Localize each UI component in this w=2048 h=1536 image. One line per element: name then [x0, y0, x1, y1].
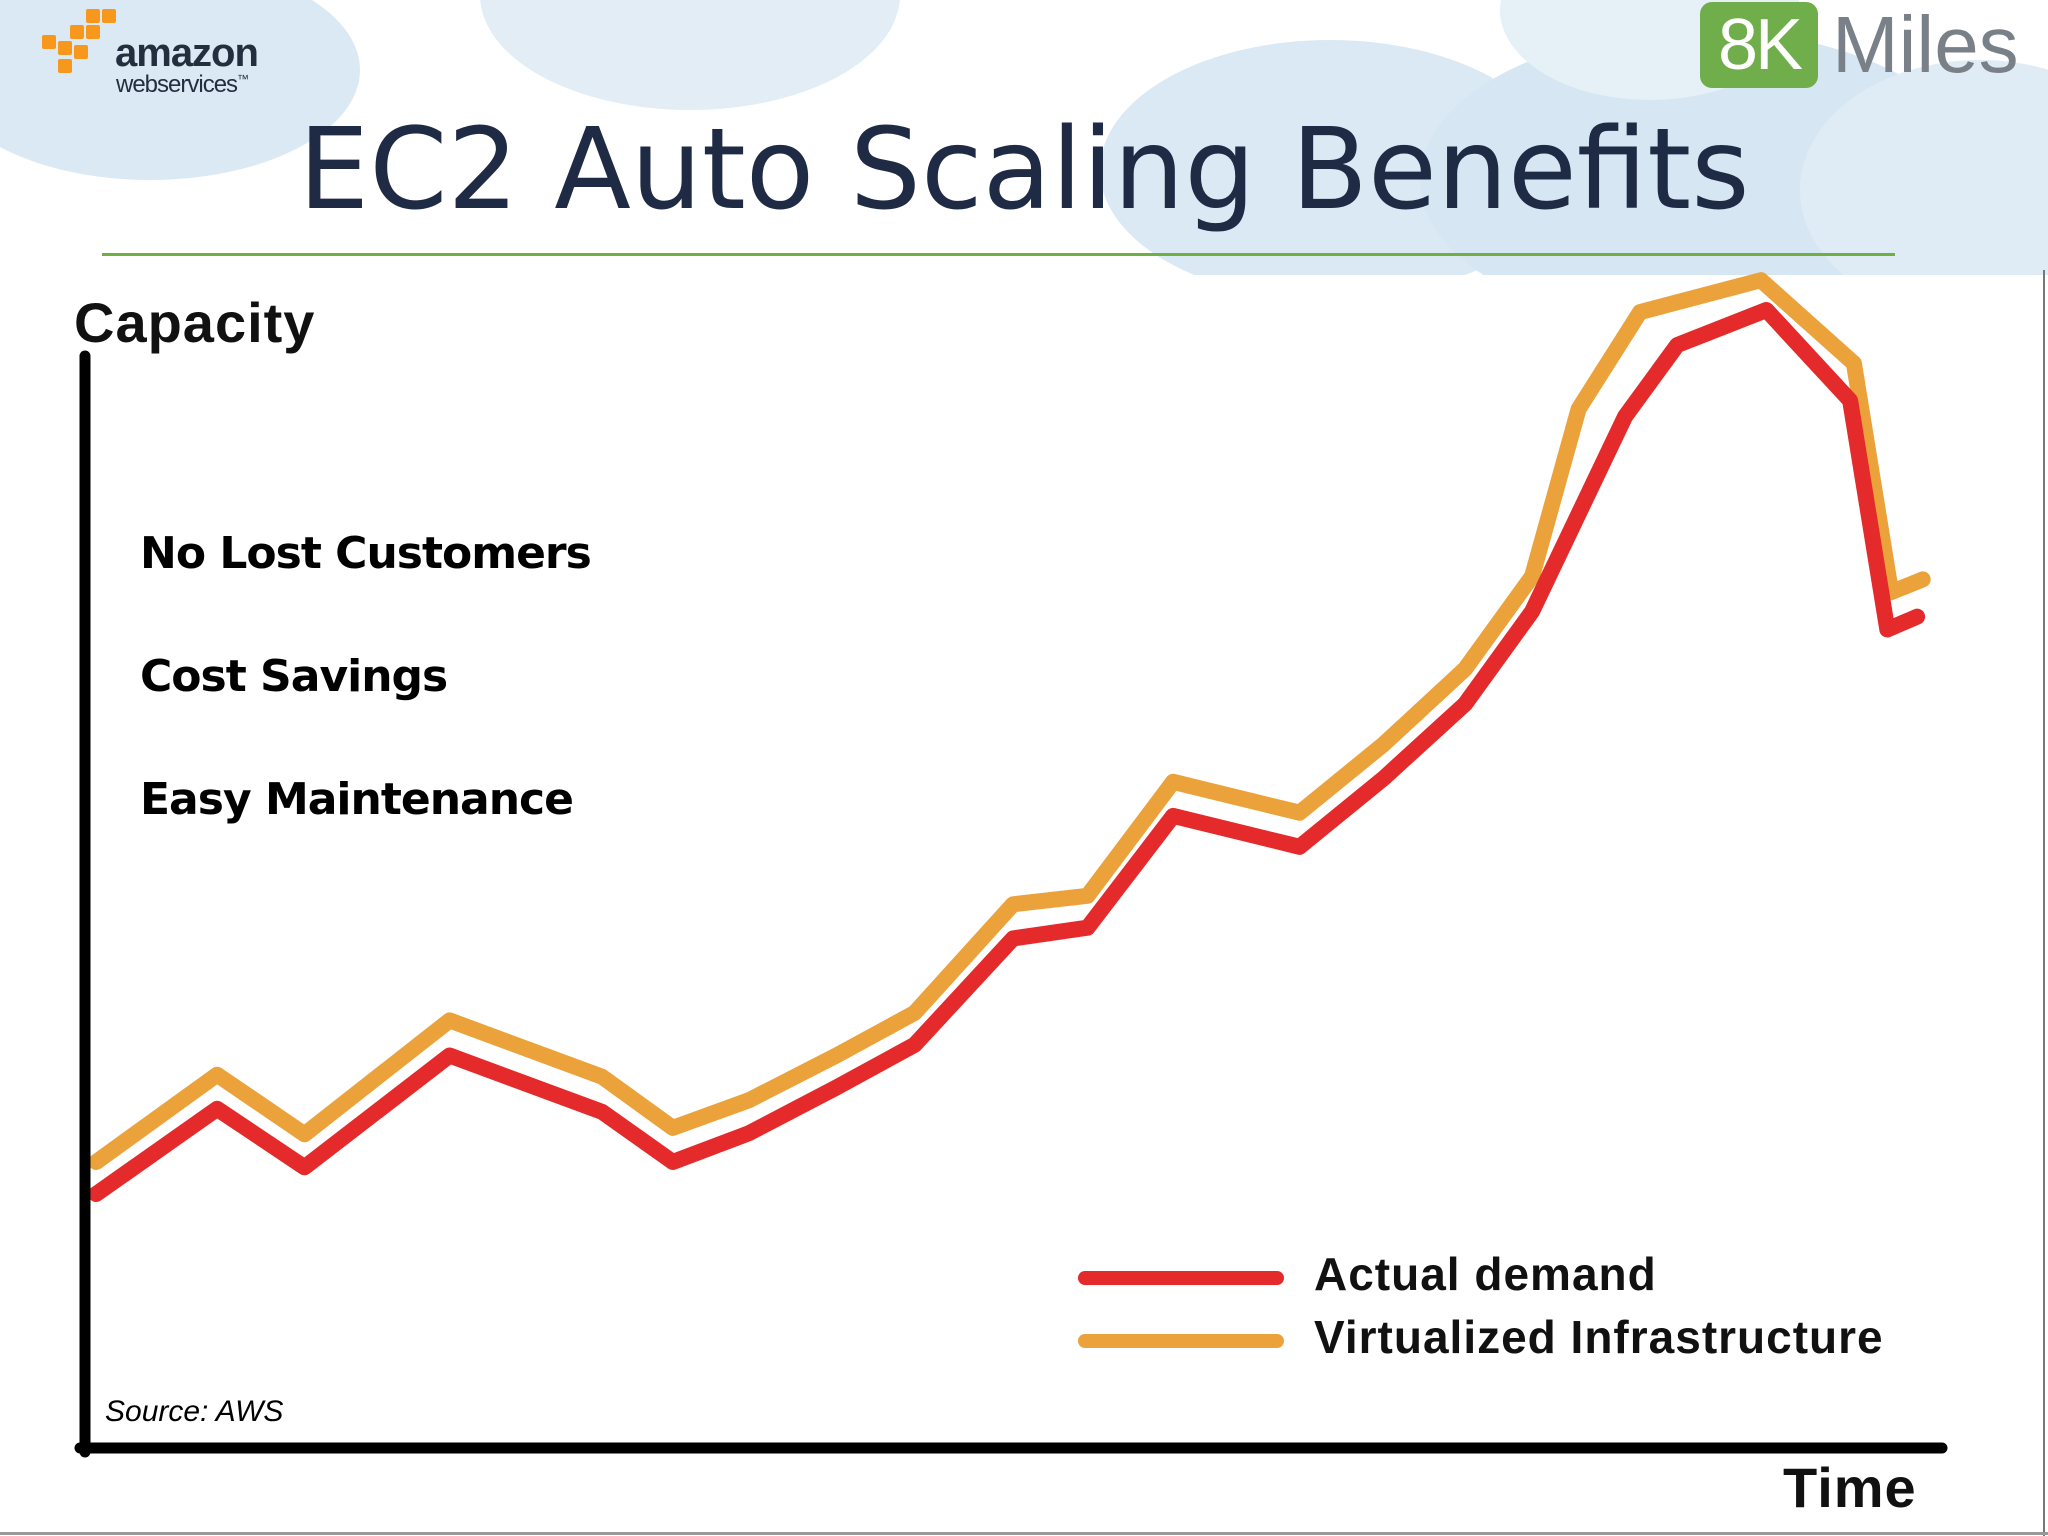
- frame-edge: [0, 1532, 2048, 1535]
- aws-logo-subword: webservices™: [116, 71, 249, 98]
- bullet-cost-savings: Cost Savings: [140, 651, 448, 702]
- 8kmiles-logo-badge: 8K: [1700, 2, 1818, 88]
- title-divider: [102, 253, 1895, 256]
- aws-cubes-icon: [42, 9, 116, 73]
- series-line-virtualized-infrastructure: [88, 272, 1931, 1170]
- legend-swatch-actual: [1078, 1271, 1284, 1285]
- aws-logo-word: amazon: [115, 31, 259, 75]
- legend-label-virtual: Virtualized Infrastructure: [1314, 1311, 1884, 1363]
- legend-swatch-virtual: [1078, 1334, 1284, 1348]
- series-layer: [88, 272, 1931, 1202]
- x-axis-label: Time: [1783, 1456, 1917, 1519]
- series-line-actual-demand: [88, 302, 1926, 1202]
- y-axis-label: Capacity: [74, 291, 316, 354]
- source-note: Source: AWS: [105, 1395, 284, 1428]
- 8kmiles-logo-text: Miles: [1832, 0, 2019, 89]
- slide-title: EC2 Auto Scaling Benefits: [298, 105, 1750, 235]
- bullet-no-lost-customers: No Lost Customers: [140, 528, 592, 579]
- bullet-easy-maintenance: Easy Maintenance: [140, 774, 574, 825]
- 8kmiles-logo: 8K Miles: [1700, 0, 2040, 92]
- legend-label-actual: Actual demand: [1314, 1248, 1657, 1300]
- aws-logo: amazon webservices™: [40, 5, 280, 98]
- frame-edge: [2043, 270, 2045, 1536]
